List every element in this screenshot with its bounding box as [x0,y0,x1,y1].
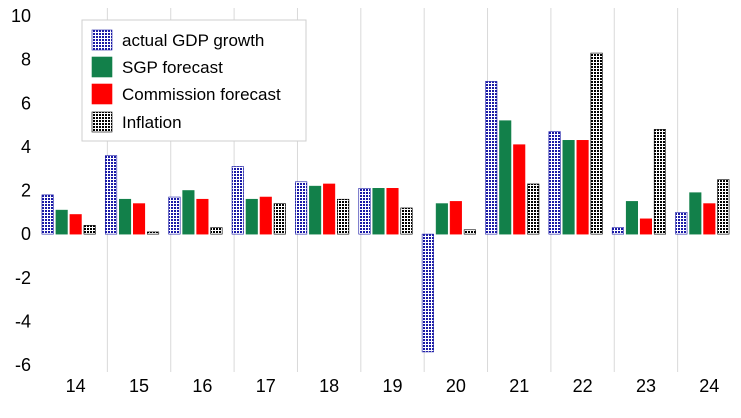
y-tick-label: 8 [21,50,31,70]
bar-actual-gdp-growth-21 [485,81,498,235]
x-tick-label: 20 [446,376,466,396]
y-tick-label: 6 [21,93,31,113]
x-tick-label: 15 [129,376,149,396]
y-tick-label: -2 [15,268,31,288]
y-tick-label: -4 [15,311,31,331]
bar-commission-forecast-15 [132,203,146,235]
legend-swatch-inflation [91,111,113,133]
legend-label-inflation: Inflation [122,113,182,132]
bar-commission-forecast-16 [196,198,209,235]
bar-actual-gdp-growth-22 [548,131,561,235]
x-tick-label: 17 [256,376,276,396]
legend-label-actual-gdp-growth: actual GDP growth [122,31,264,50]
legend-label-commission-forecast: Commission forecast [122,85,281,104]
y-tick-label: 2 [21,181,31,201]
y-tick-label: 4 [21,137,31,157]
bar-sgp-forecast-24 [689,192,702,235]
y-tick-label: 10 [11,6,31,26]
bar-commission-forecast-18 [323,183,336,235]
bar-actual-gdp-growth-23 [611,227,625,235]
bar-commission-forecast-23 [639,218,653,235]
bar-sgp-forecast-23 [625,201,639,235]
x-tick-label: 21 [509,376,529,396]
bar-inflation-20 [463,229,476,235]
bar-commission-forecast-21 [513,144,526,235]
legend-swatch-sgp-forecast [91,56,113,78]
bar-actual-gdp-growth-19 [358,188,371,235]
bar-commission-forecast-20 [449,201,462,235]
bar-inflation-17 [273,203,286,235]
x-tick-label: 19 [382,376,402,396]
x-tick-label: 14 [66,376,86,396]
bar-sgp-forecast-21 [499,120,512,235]
x-tick-label: 16 [192,376,212,396]
bar-commission-forecast-22 [576,140,589,235]
bar-actual-gdp-growth-16 [168,196,181,235]
bar-sgp-forecast-16 [182,190,195,235]
bar-inflation-23 [653,129,667,235]
x-tick-label: 24 [699,376,719,396]
legend: actual GDP growth SGP forecast Commission … [81,19,307,142]
legend-box [81,19,307,142]
bar-commission-forecast-19 [386,188,399,235]
bar-inflation-16 [210,227,223,235]
bar-sgp-forecast-15 [118,198,132,235]
x-tick-label: 18 [319,376,339,396]
bar-inflation-24 [717,179,730,235]
bar-sgp-forecast-18 [309,185,322,235]
bar-commission-forecast-24 [703,203,716,235]
bar-actual-gdp-growth-24 [675,212,688,235]
bar-sgp-forecast-14 [55,209,68,235]
bar-sgp-forecast-19 [372,188,385,235]
bar-inflation-14 [83,225,96,235]
bar-inflation-21 [527,183,540,235]
bar-commission-forecast-14 [69,214,82,235]
bar-sgp-forecast-22 [562,140,575,235]
bar-actual-gdp-growth-17 [231,166,244,235]
bar-sgp-forecast-17 [245,198,258,235]
legend-label-sgp-forecast: SGP forecast [122,58,223,77]
bar-inflation-19 [400,207,413,235]
bar-actual-gdp-growth-20 [421,233,434,353]
x-tick-label: 22 [573,376,593,396]
bars-layer [41,52,730,353]
bar-actual-gdp-growth-14 [41,194,54,235]
legend-swatch-commission-forecast [91,83,113,105]
bar-inflation-15 [146,231,160,235]
y-tick-label: -6 [15,355,31,375]
x-tick-label: 23 [636,376,656,396]
bar-inflation-22 [590,52,603,235]
bar-sgp-forecast-20 [435,203,448,235]
y-tick-label: 0 [21,224,31,244]
legend-swatch-actual-gdp-growth [91,29,113,51]
bar-inflation-18 [337,198,350,235]
bar-actual-gdp-growth-18 [295,181,308,235]
bar-actual-gdp-growth-15 [104,155,118,235]
bar-commission-forecast-17 [259,196,272,235]
